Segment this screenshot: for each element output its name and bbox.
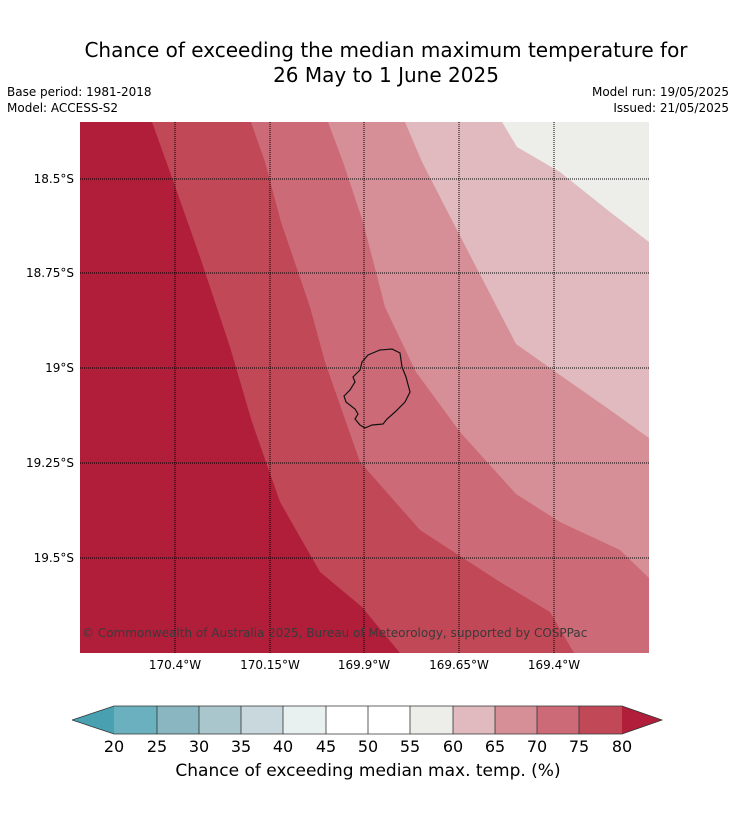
issued-text: Issued: 21/05/2025 [613, 101, 729, 115]
colorbar [72, 705, 664, 735]
lat-label: 19.25°S [26, 456, 74, 470]
colorbar-cell [114, 706, 157, 734]
map-title: Chance of exceeding the median maximum t… [0, 38, 736, 88]
meta-left: Base period: 1981-2018 Model: ACCESS-S2 [7, 84, 152, 116]
colorbar-tick: 70 [526, 737, 548, 756]
colorbar-tick: 60 [442, 737, 464, 756]
colorbar-cell [410, 706, 453, 734]
colorbar-cell [537, 706, 579, 734]
colorbar-tick: 35 [230, 737, 252, 756]
island-outline [343, 348, 411, 429]
colorbar-cell [579, 706, 622, 734]
lon-label: 169.4°W [527, 658, 581, 672]
gridlines [80, 122, 649, 653]
model-run-text: Model run: 19/05/2025 [591, 85, 729, 99]
lat-label: 19°S [45, 361, 74, 375]
map-panel [80, 122, 649, 653]
colorbar-over-arrow [622, 706, 662, 734]
meta-right: Model run: 19/05/2025 Issued: 21/05/2025 [592, 84, 729, 116]
colorbar-tick: 50 [357, 737, 379, 756]
lon-label: 170.15°W [240, 658, 300, 672]
lon-label: 169.9°W [337, 658, 391, 672]
base-period-text: Base period: 1981-2018 [7, 85, 152, 99]
title-line-2: 26 May to 1 June 2025 [273, 63, 499, 87]
title-line-1: Chance of exceeding the median maximum t… [84, 38, 688, 62]
colorbar-tick: 75 [568, 737, 590, 756]
colorbar-outline [72, 705, 664, 735]
band-80 [80, 122, 400, 653]
colorbar-cell [326, 706, 368, 734]
copyright-text: © Commonwealth of Australia 2025, Bureau… [82, 626, 588, 640]
colorbar-tick: 30 [188, 737, 210, 756]
lon-label: 169.65°W [429, 658, 489, 672]
colorbar-tick: 40 [272, 737, 294, 756]
colorbar-cell [368, 706, 410, 734]
model-text: Model: ACCESS-S2 [7, 101, 119, 115]
colorbar-cell [241, 706, 283, 734]
colorbar-tick: 55 [399, 737, 421, 756]
colorbar-tick: 25 [146, 737, 168, 756]
lat-label: 19.5°S [33, 551, 74, 565]
colorbar-tick: 45 [315, 737, 337, 756]
colorbar-label: Chance of exceeding median max. temp. (%… [175, 761, 561, 781]
colorbar-cell [495, 706, 537, 734]
colorbar-tick: 20 [103, 737, 125, 756]
lat-label: 18.75°S [26, 266, 74, 280]
lat-label: 18.5°S [33, 172, 74, 186]
colorbar-cell [199, 706, 241, 734]
colorbar-under-arrow [72, 706, 114, 734]
lon-label: 170.4°W [148, 658, 202, 672]
colorbar-tick: 65 [484, 737, 506, 756]
colorbar-cell [283, 706, 326, 734]
colorbar-tick: 80 [611, 737, 633, 756]
colorbar-cell [453, 706, 495, 734]
colorbar-cell [157, 706, 199, 734]
